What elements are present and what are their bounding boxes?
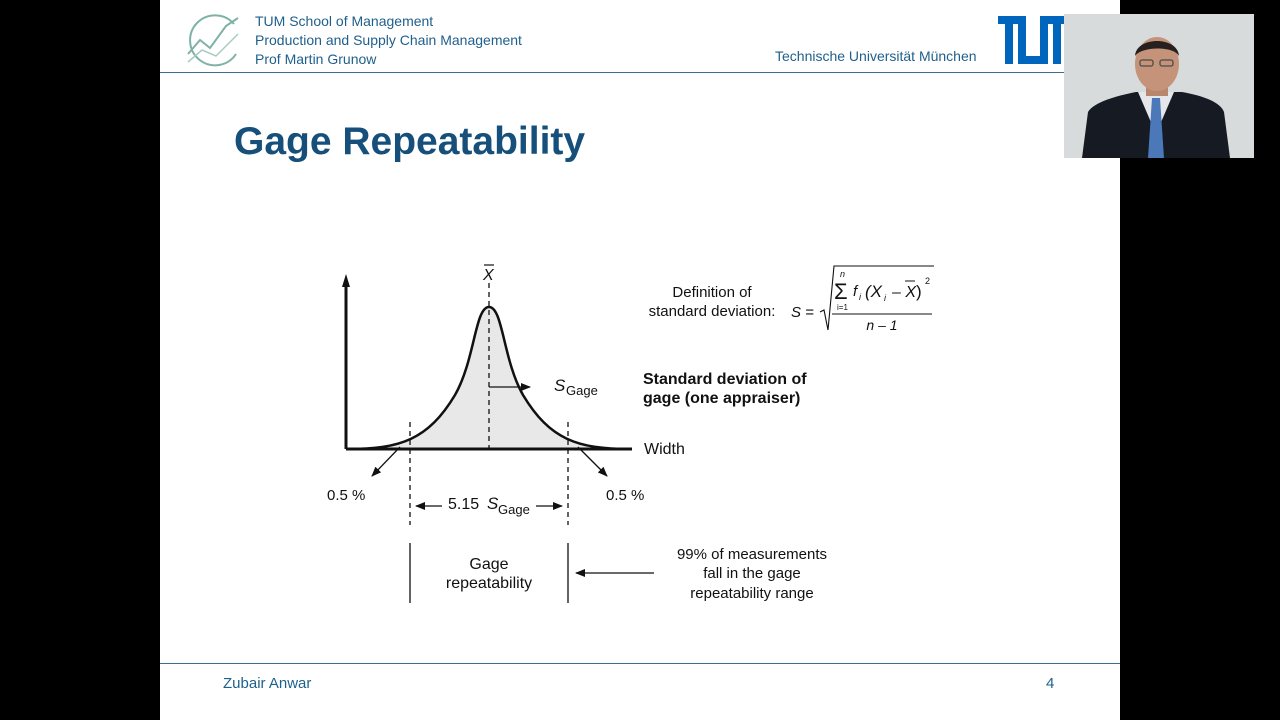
formula-lhs: S = — [791, 304, 814, 321]
formula-denominator: n – 1 — [866, 317, 897, 333]
definition-label-line1: Definition of — [672, 284, 752, 301]
mean-symbol: X — [482, 267, 495, 284]
formula-x-sub: i — [884, 293, 887, 303]
left-tail-arrow — [371, 446, 401, 477]
y-axis-arrow-icon — [342, 274, 350, 287]
formula-sup: 2 — [925, 276, 930, 286]
spread-subscript: Gage — [498, 502, 530, 517]
formula-f-sub: i — [859, 292, 862, 302]
spread-symbol: S — [487, 494, 499, 513]
s-gage-label: S — [554, 376, 566, 395]
footer-divider — [160, 663, 1120, 664]
spread-label: 5.15 — [448, 496, 479, 513]
radical-sign — [819, 265, 934, 331]
bell-curve — [347, 305, 631, 451]
tum-logo — [998, 16, 1066, 64]
page-number: 4 — [1046, 675, 1055, 692]
header-divider — [160, 72, 1120, 73]
formula-open: (X — [865, 282, 883, 301]
formula-f: f — [853, 283, 859, 300]
s-gage-subscript: Gage — [566, 383, 598, 398]
slide-title: Gage Repeatability — [234, 120, 586, 163]
right-tail-label: 0.5 % — [606, 487, 644, 504]
std-dev-label-line1: Standard deviation of — [643, 371, 807, 388]
formula-close: ) — [916, 282, 922, 301]
header-professor: Prof Martin Grunow — [255, 51, 377, 67]
left-tail-label: 0.5 % — [327, 487, 365, 504]
presenter-video-icon — [1064, 14, 1254, 158]
note-line1: 99% of measurements — [677, 546, 827, 563]
footer-presenter: Zubair Anwar — [223, 675, 312, 692]
std-dev-formula: S = n Σ i=1 f i (X i – X ) 2 n – 1 — [791, 265, 934, 333]
slide: TUM School of Management Production and … — [160, 0, 1120, 720]
right-tail-arrow — [577, 446, 608, 477]
definition-label-line2: standard deviation: — [649, 303, 776, 320]
note-line3: repeatability range — [690, 585, 813, 602]
sum-upper: n — [840, 269, 845, 279]
university-name: Technische Universität München — [775, 48, 977, 64]
header-chair: Production and Supply Chain Management — [255, 32, 522, 48]
std-dev-label-line2: gage (one appraiser) — [643, 390, 800, 407]
webcam-video — [1064, 14, 1254, 158]
range-label-line1: Gage — [469, 556, 508, 573]
chair-logo-icon — [187, 14, 239, 67]
gage-repeatability-diagram: X S Gage 0.5 % 0.5 % Width 5.15 S Gage G… — [327, 264, 934, 603]
range-label-line2: repeatability — [446, 575, 532, 592]
x-axis-label: Width — [644, 441, 685, 458]
sum-sigma: Σ — [834, 279, 848, 304]
formula-minus: – X — [891, 284, 917, 301]
sum-lower: i=1 — [837, 303, 848, 312]
header-school: TUM School of Management — [255, 13, 434, 29]
header-chair-info: TUM School of Management Production and … — [255, 12, 522, 69]
note-line2: fall in the gage — [703, 565, 801, 582]
